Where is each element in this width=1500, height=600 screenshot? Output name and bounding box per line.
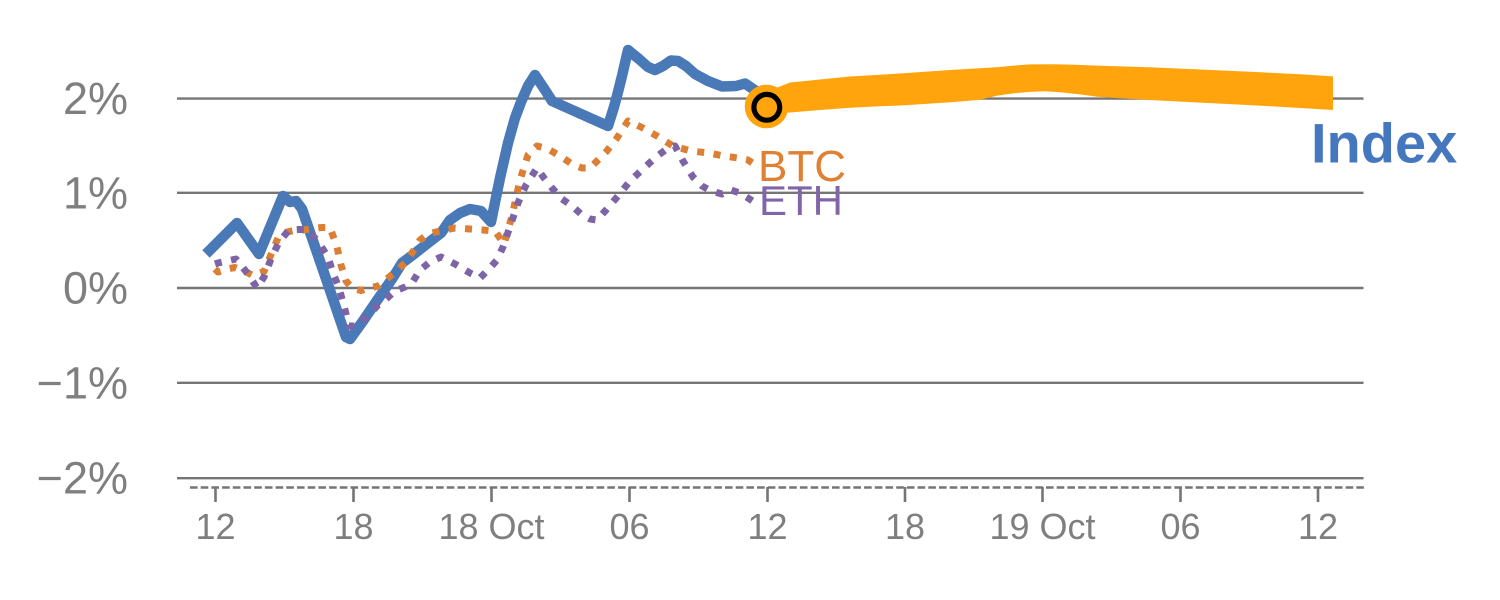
svg-text:0%: 0% — [63, 262, 128, 313]
svg-text:06: 06 — [609, 506, 649, 547]
svg-text:12: 12 — [1298, 506, 1338, 547]
svg-text:19 Oct: 19 Oct — [989, 506, 1095, 547]
svg-text:−2%: −2% — [37, 452, 128, 503]
svg-text:12: 12 — [747, 506, 787, 547]
svg-text:BTC: BTC — [758, 142, 846, 191]
svg-text:Index: Index — [1311, 112, 1457, 175]
svg-text:1%: 1% — [63, 167, 128, 218]
svg-text:−1%: −1% — [37, 357, 128, 408]
svg-text:18 Oct: 18 Oct — [438, 506, 544, 547]
svg-text:06: 06 — [1160, 506, 1200, 547]
svg-text:2%: 2% — [63, 73, 128, 124]
svg-text:ETH: ETH — [759, 177, 843, 224]
svg-text:18: 18 — [885, 506, 925, 547]
svg-text:12: 12 — [195, 506, 235, 547]
svg-text:18: 18 — [333, 506, 373, 547]
